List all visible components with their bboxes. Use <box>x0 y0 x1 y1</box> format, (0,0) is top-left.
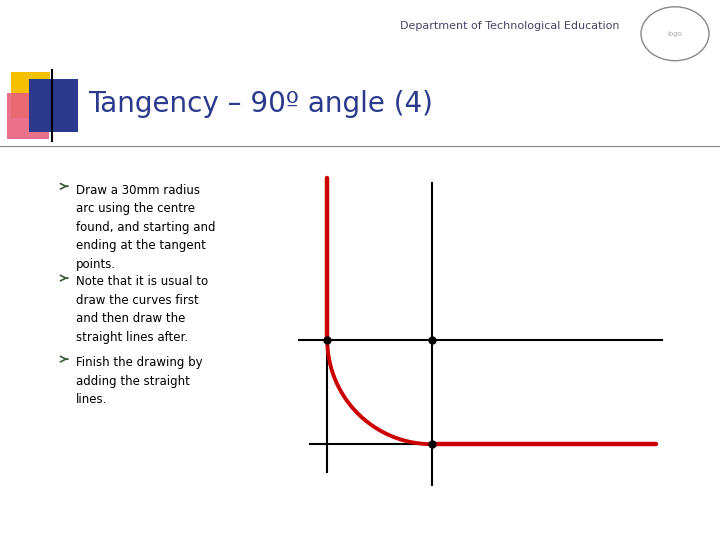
Bar <box>7 93 49 139</box>
Text: Note that it is usual to
draw the curves first
and then draw the
straight lines : Note that it is usual to draw the curves… <box>76 275 208 344</box>
Bar <box>11 72 50 118</box>
Bar <box>29 79 78 132</box>
Text: Tangency – 90º angle (4): Tangency – 90º angle (4) <box>88 90 433 118</box>
Text: Draw a 30mm radius
arc using the centre
found, and starting and
ending at the ta: Draw a 30mm radius arc using the centre … <box>76 184 215 271</box>
Text: Department of Technological Education: Department of Technological Education <box>400 21 619 31</box>
Text: Finish the drawing by
adding the straight
lines.: Finish the drawing by adding the straigh… <box>76 356 202 407</box>
Text: logo: logo <box>667 31 683 37</box>
